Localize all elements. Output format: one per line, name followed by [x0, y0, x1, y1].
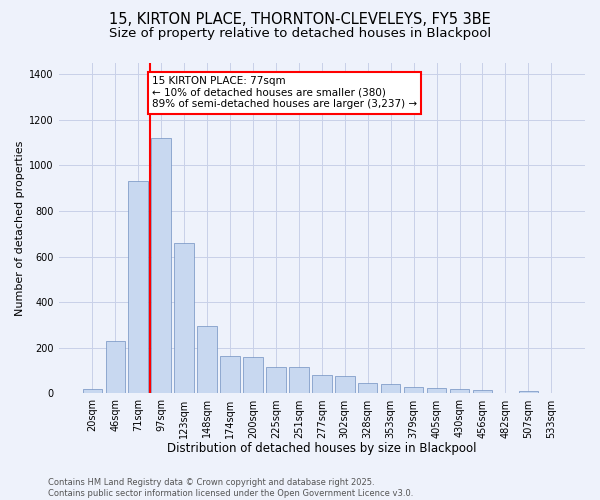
Bar	[151, 138, 171, 394]
Bar	[312, 375, 332, 394]
Bar	[335, 376, 355, 394]
Bar	[289, 367, 308, 394]
Text: Size of property relative to detached houses in Blackpool: Size of property relative to detached ho…	[109, 28, 491, 40]
Bar	[197, 326, 217, 394]
Bar	[243, 357, 263, 394]
Text: 15 KIRTON PLACE: 77sqm
← 10% of detached houses are smaller (380)
89% of semi-de: 15 KIRTON PLACE: 77sqm ← 10% of detached…	[152, 76, 417, 110]
Bar	[175, 243, 194, 394]
X-axis label: Distribution of detached houses by size in Blackpool: Distribution of detached houses by size …	[167, 442, 476, 455]
Bar	[128, 181, 148, 394]
Bar	[106, 341, 125, 394]
Bar	[266, 367, 286, 394]
Bar	[220, 356, 240, 394]
Bar	[427, 388, 446, 394]
Bar	[404, 386, 424, 394]
Bar	[381, 384, 400, 394]
Bar	[83, 389, 102, 394]
Text: 15, KIRTON PLACE, THORNTON-CLEVELEYS, FY5 3BE: 15, KIRTON PLACE, THORNTON-CLEVELEYS, FY…	[109, 12, 491, 28]
Bar	[450, 389, 469, 394]
Y-axis label: Number of detached properties: Number of detached properties	[15, 140, 25, 316]
Bar	[518, 391, 538, 394]
Bar	[473, 390, 492, 394]
Bar	[358, 383, 377, 394]
Text: Contains HM Land Registry data © Crown copyright and database right 2025.
Contai: Contains HM Land Registry data © Crown c…	[48, 478, 413, 498]
